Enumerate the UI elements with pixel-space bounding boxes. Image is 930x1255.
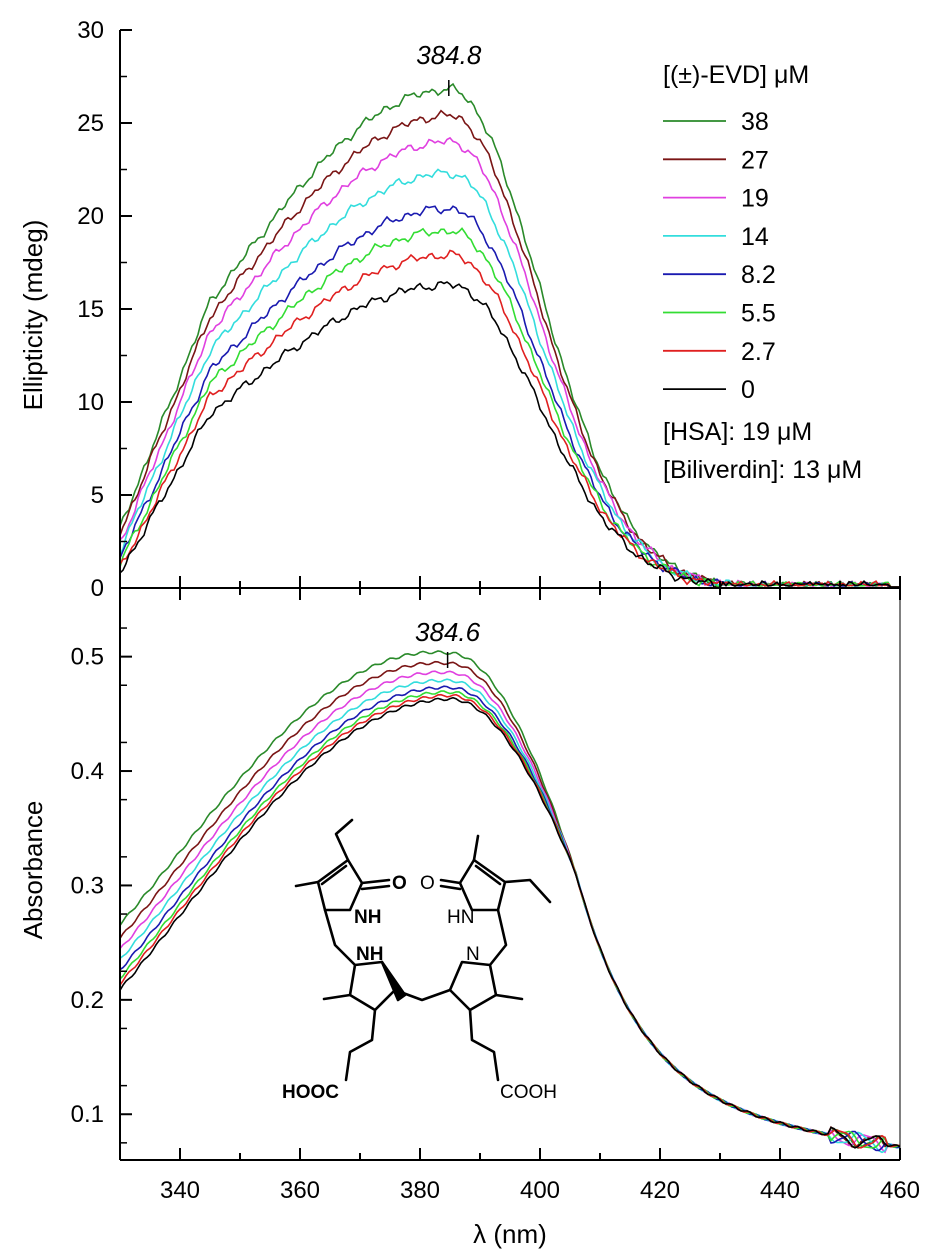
ring-b xyxy=(458,858,507,912)
absorbance-series-line-8.2 xyxy=(119,685,901,1152)
cd-y-tick-label: 5 xyxy=(91,482,104,509)
absorbance-y-tick-label: 0.4 xyxy=(71,758,104,785)
x-tick-label: 380 xyxy=(400,1177,440,1204)
absorbance-x-axis-ticks: 340 360 380 400 420 440 460 xyxy=(119,588,920,1204)
label-nh-top-left: NH xyxy=(354,907,381,928)
ring-a-methyl xyxy=(294,880,320,888)
cd-series-line-14 xyxy=(119,168,900,588)
cd-y-tick-label: 0 xyxy=(91,575,104,602)
cd-y-tick-label: 25 xyxy=(77,110,104,137)
cd-y-tick-label: 20 xyxy=(77,203,104,230)
biliverdin-structure-inset xyxy=(294,818,552,1082)
absorbance-series-line-0 xyxy=(119,696,901,1149)
cd-series-line-38 xyxy=(119,82,900,588)
cd-series-line-0 xyxy=(119,281,900,589)
ring-a-double-bond xyxy=(320,864,348,886)
legend-label-27: 27 xyxy=(741,146,769,174)
label-cooh: COOH xyxy=(500,1082,557,1103)
x-tick-label: 400 xyxy=(520,1177,560,1204)
ring-b-carbonyl-2 xyxy=(439,884,462,891)
biliverdin-concentration-note: [Biliverdin]: 13 μM xyxy=(663,456,862,484)
cd-series-group xyxy=(119,82,900,590)
cd-series-line-19 xyxy=(119,136,900,588)
cd-spectrum-panel: 0 5 10 15 20 25 30 Ellipticity (mdeg) 384.8 [(… xyxy=(18,17,901,602)
ring-a xyxy=(316,858,364,912)
cd-y-axis-ticks: 0 5 10 15 20 25 30 xyxy=(77,17,132,602)
ring-c xyxy=(348,960,397,1012)
cd-series-line-5.5 xyxy=(119,227,900,588)
bridge-right xyxy=(488,908,508,967)
legend-label-14: 14 xyxy=(741,223,769,251)
ring-c-methyl xyxy=(322,993,352,1001)
cd-peak-annotation: 384.8 xyxy=(416,40,482,96)
absorbance-y-tick-label: 0.3 xyxy=(71,872,104,899)
legend-label-8.2: 8.2 xyxy=(741,261,776,289)
absorbance-y-tick-label: 0.2 xyxy=(71,987,104,1014)
legend-label-0: 0 xyxy=(741,376,755,404)
x-tick-label: 460 xyxy=(880,1177,920,1204)
absorbance-y-tick-label: 0.1 xyxy=(71,1101,104,1128)
ring-d-propionic xyxy=(468,1008,500,1082)
cd-x-axis-ticks xyxy=(119,576,901,588)
cd-series-line-8.2 xyxy=(119,205,900,588)
ring-a-carbonyl-2 xyxy=(360,884,391,891)
ring-a-vinyl xyxy=(334,818,354,862)
cd-series-line-2.7 xyxy=(119,249,900,588)
cd-series-line-27 xyxy=(119,109,900,590)
ring-b-carbonyl xyxy=(439,878,462,885)
x-tick-label: 360 xyxy=(280,1177,320,1204)
label-hn-top-right: HN xyxy=(447,907,474,928)
cd-peak-label: 384.8 xyxy=(416,40,482,70)
x-tick-label: 340 xyxy=(160,1177,200,1204)
ring-c-propionic xyxy=(344,1008,377,1082)
ring-a-carbonyl xyxy=(360,878,391,885)
label-nh-bottom-left: NH xyxy=(356,944,383,965)
absorbance-peak-annotation: 384.6 xyxy=(415,617,481,668)
hsa-concentration-note: [HSA]: 19 μM xyxy=(663,418,812,446)
absorbance-spectrum-panel: 0.1 0.2 0.3 0.4 0.5 340 360 380 400 420 440 460 Ab… xyxy=(18,588,920,1249)
legend-title: [(±)-EVD] μM xyxy=(663,61,809,89)
absorbance-y-tick-label: 0.5 xyxy=(71,644,104,671)
label-hooc: HOOC xyxy=(282,1082,339,1103)
legend-label-2.7: 2.7 xyxy=(741,338,776,366)
cd-y-axis-title: Ellipticity (mdeg) xyxy=(18,220,48,411)
x-axis-title: λ (nm) xyxy=(473,1219,547,1249)
legend-label-19: 19 xyxy=(741,185,769,213)
cd-y-tick-label: 30 xyxy=(77,17,104,44)
absorbance-series-line-5.5 xyxy=(119,690,901,1149)
label-n-bottom-right: N xyxy=(466,944,480,965)
absorbance-y-axis-title: Absorbance xyxy=(18,801,48,940)
ring-b-methyl xyxy=(472,834,480,862)
absorbance-y-axis-ticks: 0.1 0.2 0.3 0.4 0.5 xyxy=(71,627,132,1144)
bridge-left xyxy=(323,908,357,967)
ring-b-vinyl xyxy=(503,878,552,904)
cd-legend: [(±)-EVD] μM 38 27 19 14 8.2 5.5 2.7 0 xyxy=(663,61,809,404)
label-o-left: O xyxy=(392,873,407,894)
ring-d-methyl xyxy=(494,993,524,1001)
legend-label-38: 38 xyxy=(741,108,769,136)
x-tick-label: 420 xyxy=(640,1177,680,1204)
ring-b-double-bond xyxy=(474,864,502,886)
cd-y-tick-label: 10 xyxy=(77,389,104,416)
structure-labels: O O NH HN NH N HOOC COOH xyxy=(282,873,557,1103)
wedge-bond xyxy=(380,960,407,1002)
label-o-right: O xyxy=(420,873,435,894)
absorbance-peak-label: 384.6 xyxy=(415,617,481,647)
legend-label-5.5: 5.5 xyxy=(741,300,776,328)
absorbance-series-line-2.7 xyxy=(119,693,901,1149)
ring-d xyxy=(448,960,498,1012)
x-tick-label: 440 xyxy=(760,1177,800,1204)
cd-y-tick-label: 15 xyxy=(77,296,104,323)
absorbance-series-group xyxy=(119,650,901,1154)
